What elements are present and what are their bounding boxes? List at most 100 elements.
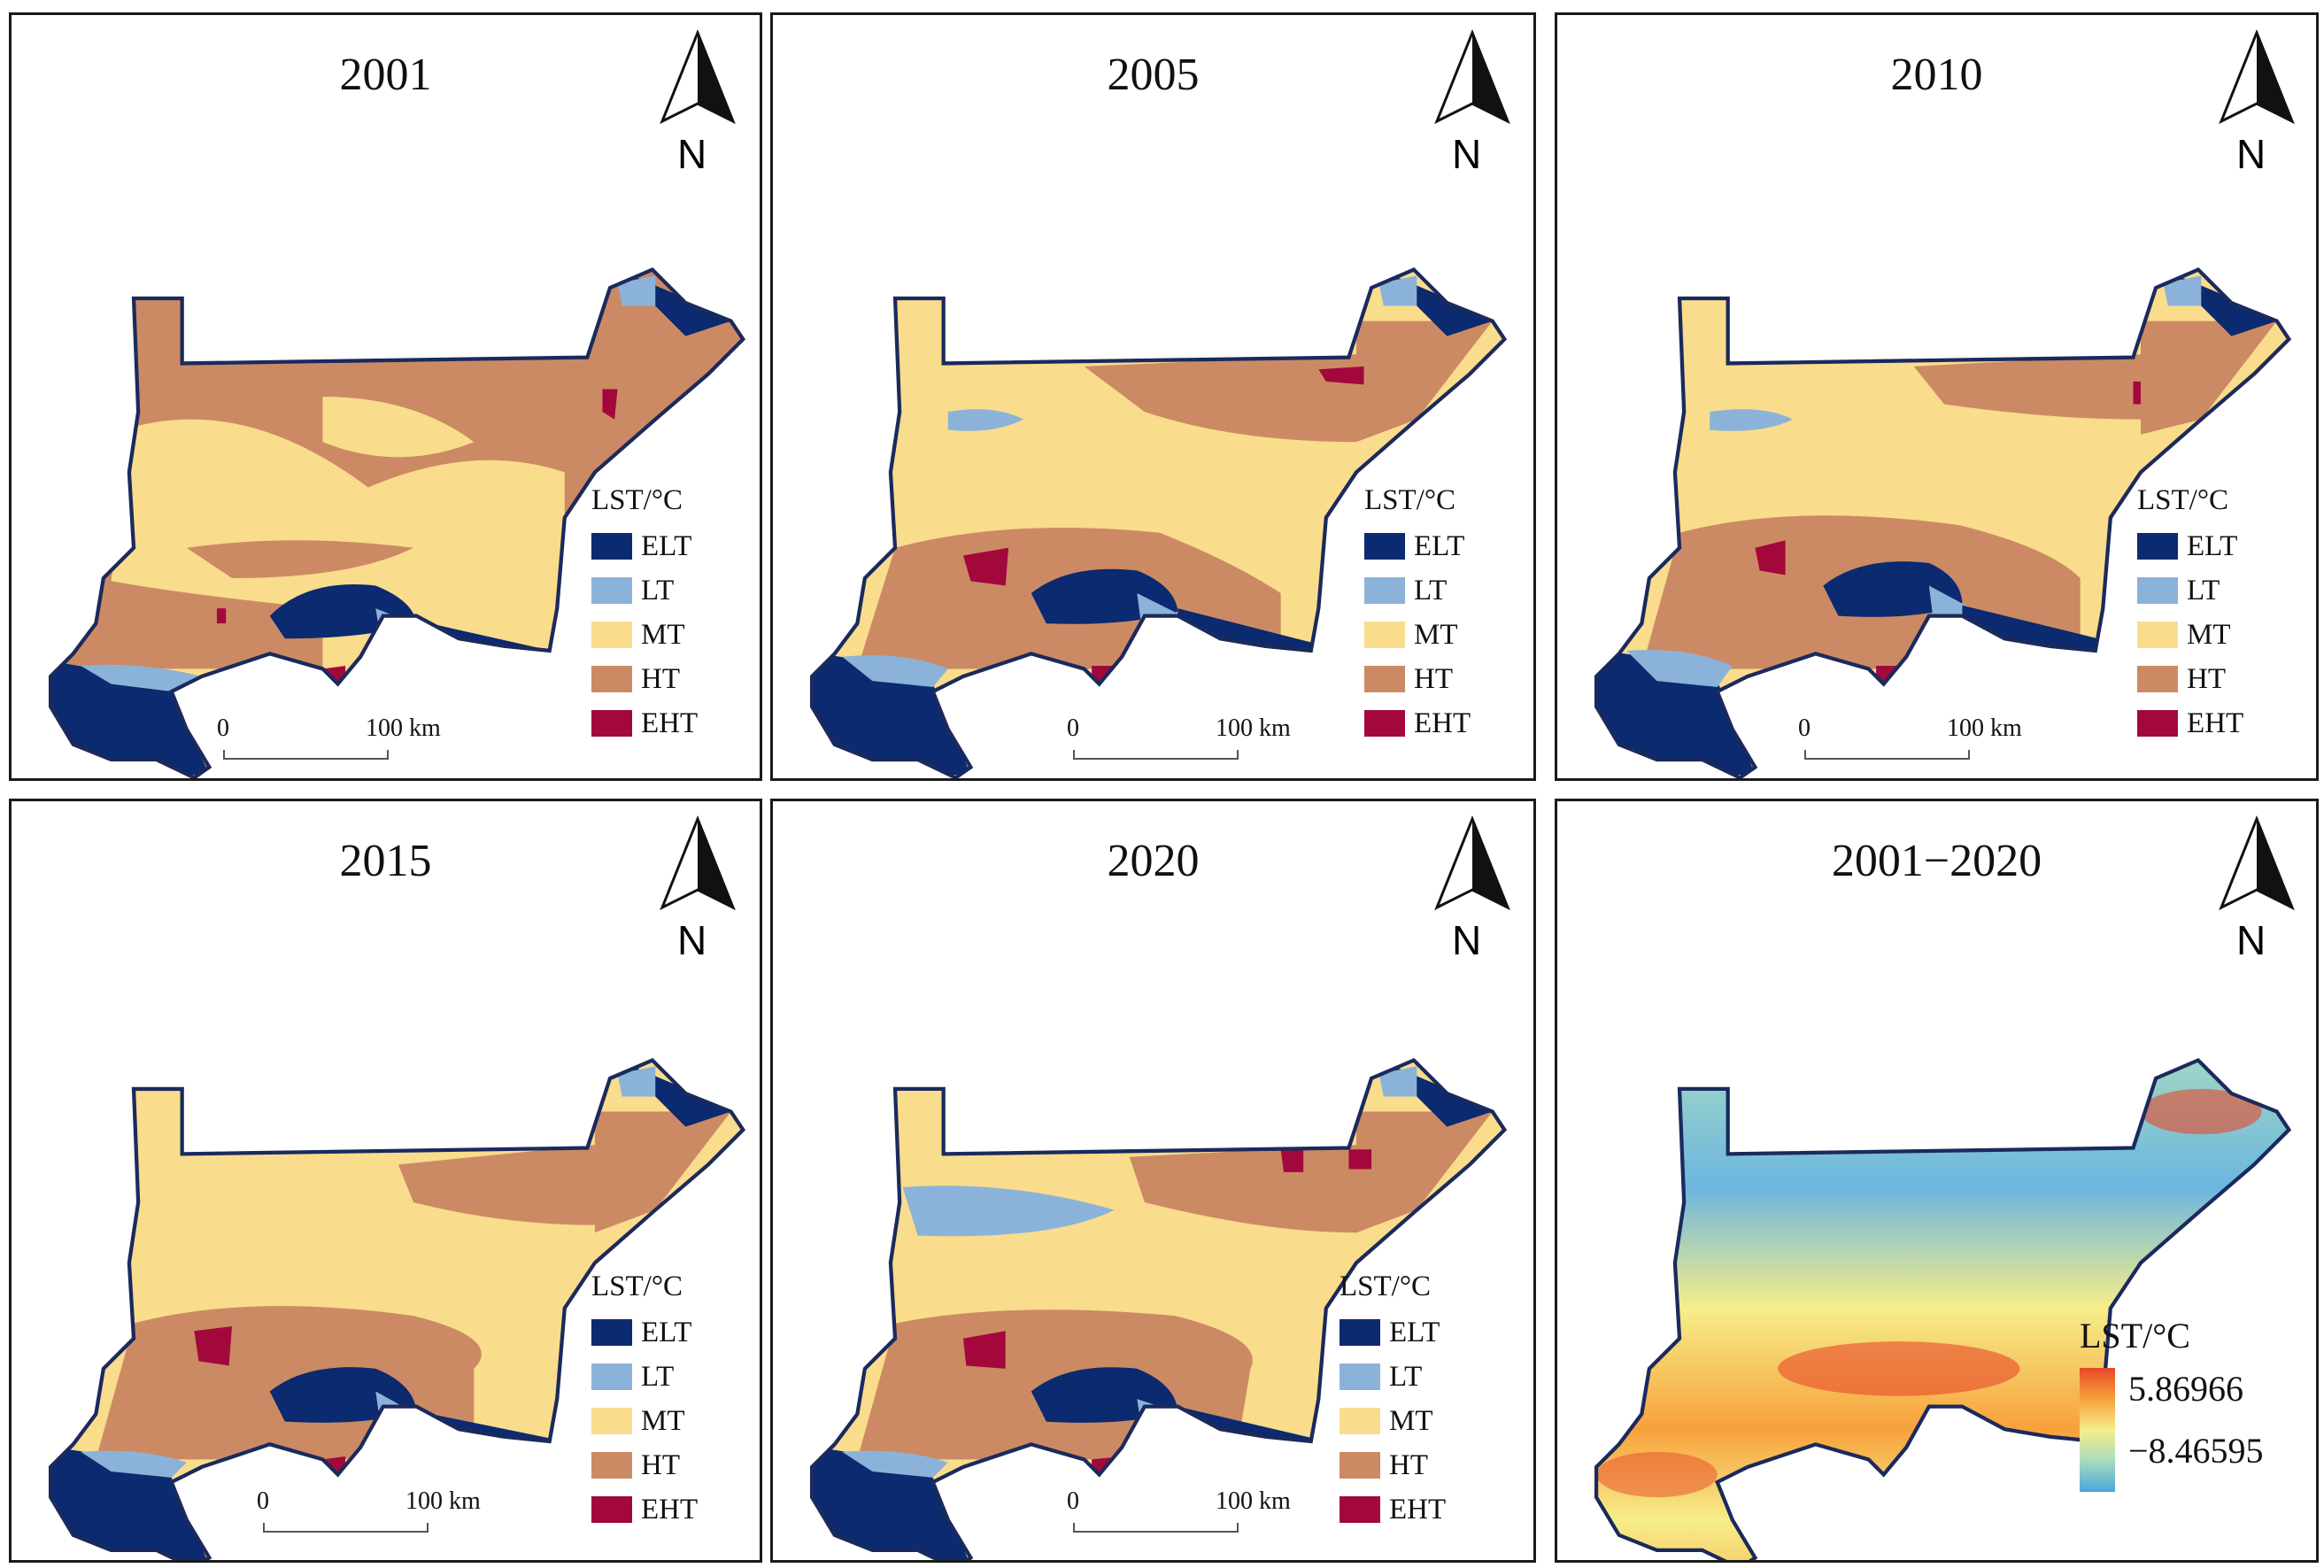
scale-max: 100 km [1216, 1487, 1291, 1515]
swatch-lt [2137, 577, 2178, 604]
map-panel-2020: 2020 [770, 799, 1536, 1563]
legend-item-mt: MT [591, 1399, 698, 1443]
lst-trend-map [1557, 801, 2316, 1560]
swatch-elt [591, 533, 632, 560]
swatch-eht [591, 1496, 632, 1523]
swatch-mt [591, 1408, 632, 1434]
scale-zero: 0 [1798, 714, 1811, 742]
swatch-mt [2137, 622, 2178, 648]
swatch-lt [1364, 577, 1405, 604]
swatch-eht [2137, 710, 2178, 737]
legend-title: LST/°C [591, 484, 683, 516]
swatch-mt [1340, 1408, 1380, 1434]
scale-max: 100 km [1947, 714, 2022, 742]
north-label: N [2236, 131, 2266, 177]
scale-bar: 0 100 km [1796, 714, 2027, 776]
legend-item-eht: EHT [2137, 701, 2243, 745]
panel-title: 2001−2020 [1831, 836, 2042, 886]
legend-item-elt: ELT [2137, 524, 2243, 568]
legend-item-eht: EHT [591, 1487, 698, 1532]
legend-title: LST/°C [2137, 484, 2229, 516]
swatch-elt [2137, 533, 2178, 560]
swatch-eht [1340, 1496, 1380, 1523]
scale-line [1073, 750, 1239, 760]
legend-item-mt: MT [1364, 613, 1471, 657]
map-panel-2010: 2010 N [1555, 12, 2319, 781]
scale-line [263, 1523, 429, 1533]
north-arrow-icon [1434, 28, 1510, 125]
swatch-ht [2137, 666, 2178, 692]
map-panel-trend: 2001−2020 N LST/°C [1555, 799, 2319, 1563]
scale-bar: 0 100 km [255, 1487, 485, 1549]
north-label: N [1452, 131, 1482, 177]
legend-title: LST/°C [1340, 1271, 1432, 1302]
north-arrow-icon [1434, 815, 1510, 911]
north-label: N [677, 131, 707, 177]
legend-min-value: −8.46595 [2128, 1431, 2264, 1471]
lst-class-map [773, 15, 1533, 778]
scale-line [223, 750, 389, 760]
swatch-ht [591, 1452, 632, 1479]
north-arrow-icon [660, 28, 736, 125]
scale-zero: 0 [1067, 1487, 1079, 1515]
swatch-elt [1364, 533, 1405, 560]
map-panel-2001: 2001 [9, 12, 762, 781]
legend: LST/°C ELT LT MT HT EHT [1340, 1271, 1446, 1532]
swatch-elt [591, 1319, 632, 1346]
legend-item-mt: MT [591, 613, 698, 657]
legend-item-lt: LT [591, 1355, 698, 1399]
north-arrow-icon [2219, 815, 2295, 911]
scale-line [1804, 750, 1970, 760]
gradient-legend: LST/°C 5.86966 −8.46595 [2080, 1315, 2310, 1492]
legend-item-ht: HT [591, 657, 698, 701]
legend-item-mt: MT [2137, 613, 2243, 657]
panel-title: 2020 [1107, 836, 1200, 886]
legend-max-value: 5.86966 [2128, 1369, 2243, 1409]
scale-bar: 0 100 km [1065, 714, 1295, 776]
swatch-eht [1364, 710, 1405, 737]
legend: LST/°C ELT LT MT HT EHT [1364, 484, 1471, 745]
legend-item-lt: LT [591, 568, 698, 613]
lst-class-map [1557, 15, 2316, 778]
map-panel-2015: 2015 N LST/°C ELT [9, 799, 762, 1563]
panel-title: 2001 [339, 50, 432, 100]
legend-title: LST/°C [2080, 1316, 2190, 1356]
legend-item-elt: ELT [1364, 524, 1471, 568]
scale-max: 100 km [1216, 714, 1291, 742]
legend-item-elt: ELT [1340, 1310, 1446, 1355]
legend-item-elt: ELT [591, 1310, 698, 1355]
scale-zero: 0 [217, 714, 229, 742]
north-arrow-icon [2219, 28, 2295, 125]
map-panel-2005: 2005 N [770, 12, 1536, 781]
legend-title: LST/°C [591, 1271, 683, 1302]
legend-item-eht: EHT [1340, 1487, 1446, 1532]
legend-item-lt: LT [1364, 568, 1471, 613]
lst-class-map [12, 15, 760, 778]
scale-bar: 0 100 km [215, 714, 445, 776]
swatch-elt [1340, 1319, 1380, 1346]
scale-line [1073, 1523, 1239, 1533]
panel-title: 2010 [1890, 50, 1983, 100]
legend-item-eht: EHT [1364, 701, 1471, 745]
gradient-bar [2080, 1368, 2115, 1492]
legend-item-ht: HT [2137, 657, 2243, 701]
legend: LST/°C ELT LT MT HT EHT [591, 484, 698, 745]
panel-title: 2005 [1107, 50, 1200, 100]
legend-item-elt: ELT [591, 524, 698, 568]
panel-title: 2015 [339, 836, 432, 886]
legend-title: LST/°C [1364, 484, 1456, 516]
scale-bar: 0 100 km [1065, 1487, 1295, 1549]
north-label: N [2236, 917, 2266, 963]
lst-class-map [773, 801, 1533, 1560]
scale-max: 100 km [405, 1487, 481, 1515]
swatch-lt [591, 1363, 632, 1390]
swatch-lt [591, 577, 632, 604]
swatch-ht [1364, 666, 1405, 692]
north-arrow-icon [660, 815, 736, 911]
legend-item-eht: EHT [591, 701, 698, 745]
swatch-mt [591, 622, 632, 648]
legend-item-mt: MT [1340, 1399, 1446, 1443]
swatch-mt [1364, 622, 1405, 648]
swatch-lt [1340, 1363, 1380, 1390]
legend-item-lt: LT [2137, 568, 2243, 613]
